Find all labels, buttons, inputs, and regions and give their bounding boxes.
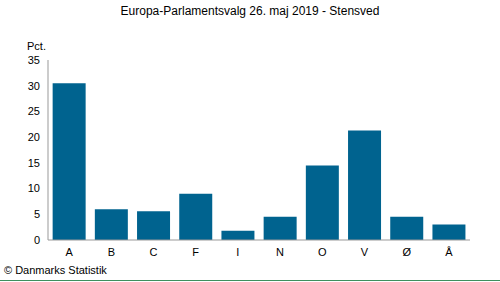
html-text:© Danmarks Statistik: © Danmarks Statistik [4, 264, 107, 276]
svg-text:5: 5 [34, 208, 40, 220]
svg-text:20: 20 [28, 131, 40, 143]
html-text:Europa-Parlamentsvalg 26. maj: Europa-Parlamentsvalg 26. maj 2019 - Ste… [120, 4, 380, 18]
svg-text:Ø: Ø [402, 246, 411, 258]
svg-text:F: F [192, 246, 199, 258]
svg-text:A: A [65, 246, 73, 258]
svg-text:I: I [236, 246, 239, 258]
svg-text:B: B [108, 246, 115, 258]
svg-text:0: 0 [34, 234, 40, 246]
svg-text:O: O [318, 246, 327, 258]
svg-text:10: 10 [28, 182, 40, 194]
svg-text:Å: Å [445, 246, 453, 258]
html-text:Pct.: Pct. [27, 40, 46, 52]
svg-text:25: 25 [28, 105, 40, 117]
svg-text:35: 35 [28, 54, 40, 66]
svg-text:V: V [361, 246, 369, 258]
svg-text:N: N [276, 246, 284, 258]
svg-text:30: 30 [28, 80, 40, 92]
svg-text:C: C [150, 246, 158, 258]
svg-text:15: 15 [28, 157, 40, 169]
